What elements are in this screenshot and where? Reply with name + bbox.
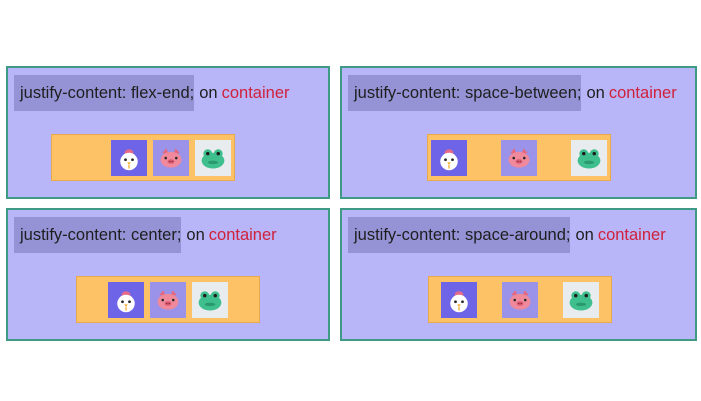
container-keyword: container (597, 225, 666, 244)
panel-label: justify-content: center; on container (14, 217, 277, 253)
chick-icon (435, 144, 463, 172)
panel-label: justify-content: space-around; on contai… (348, 217, 666, 253)
on-word: on (186, 225, 205, 244)
code-snippet: justify-content: flex-end; (14, 75, 195, 111)
chick-icon (112, 286, 140, 314)
space-around-panel: justify-content: space-around; on contai… (340, 208, 697, 341)
frog-item (562, 281, 599, 318)
flex-end-panel: justify-content: flex-end; on container (6, 66, 330, 199)
code-snippet: justify-content: space-around; (348, 217, 571, 253)
flex-container (427, 134, 611, 181)
chick-item (111, 139, 147, 176)
chick-icon (115, 144, 143, 172)
pig-item (501, 139, 537, 176)
pig-icon (506, 286, 534, 314)
frog-icon (575, 144, 603, 172)
panel-label: justify-content: space-between; on conta… (348, 75, 677, 111)
chick-icon (445, 286, 473, 314)
chick-item (441, 281, 478, 318)
frog-icon (567, 286, 595, 314)
flex-container (51, 134, 235, 181)
frog-icon (199, 144, 227, 172)
pig-icon (157, 144, 185, 172)
pig-icon (505, 144, 533, 172)
chick-item (108, 281, 144, 318)
center-panel: justify-content: center; on container (6, 208, 330, 341)
frog-item (192, 281, 228, 318)
frog-item (571, 139, 607, 176)
container-keyword: container (608, 83, 677, 102)
on-word: on (199, 83, 218, 102)
on-word: on (586, 83, 605, 102)
chick-item (431, 139, 467, 176)
panel-label: justify-content: flex-end; on container (14, 75, 290, 111)
frog-icon (196, 286, 224, 314)
pig-item (501, 281, 538, 318)
code-snippet: justify-content: space-between; (348, 75, 582, 111)
space-between-panel: justify-content: space-between; on conta… (340, 66, 697, 199)
on-word: on (575, 225, 594, 244)
container-keyword: container (208, 225, 277, 244)
container-keyword: container (221, 83, 290, 102)
flex-container (76, 276, 260, 323)
flex-container (428, 276, 612, 323)
code-snippet: justify-content: center; (14, 217, 182, 253)
pig-icon (154, 286, 182, 314)
pig-item (150, 281, 186, 318)
frog-item (195, 139, 231, 176)
pig-item (153, 139, 189, 176)
